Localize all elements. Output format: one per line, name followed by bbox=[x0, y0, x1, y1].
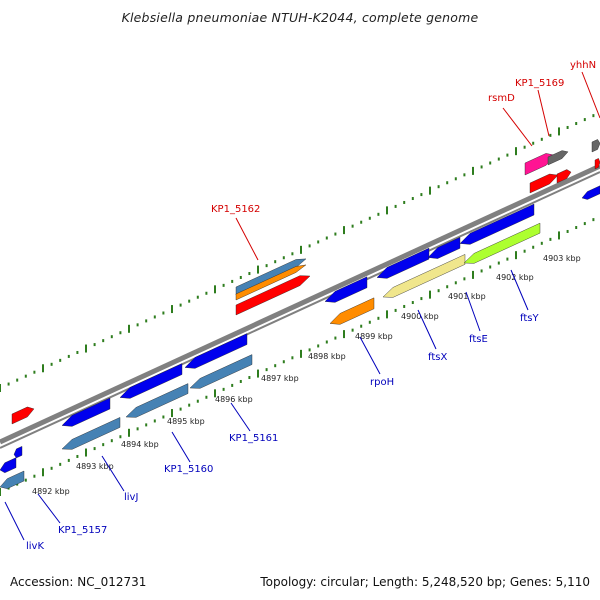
feature-blue bbox=[427, 237, 461, 259]
feature-blue bbox=[184, 333, 248, 369]
feature-livj-steel bbox=[61, 417, 121, 450]
feature-steel bbox=[0, 470, 25, 489]
gene-leader-line bbox=[171, 431, 191, 463]
feature-blue bbox=[119, 363, 183, 399]
gene-label: KP1_5162 bbox=[211, 204, 260, 215]
feature-gray bbox=[591, 139, 600, 153]
kbp-labels: 4892 kbp 4893 kbp 4894 kbp 4895 kbp 4896 kbp… bbox=[32, 254, 581, 496]
gene-leader-line bbox=[465, 291, 481, 332]
feature-red bbox=[556, 169, 572, 184]
feature-blue bbox=[459, 203, 535, 245]
gene-label: KP1_5161 bbox=[229, 433, 278, 444]
accession-text: Accession: NC_012731 bbox=[10, 575, 147, 589]
kbp-label: 4902 kbp bbox=[496, 273, 534, 282]
feature-blue bbox=[324, 276, 368, 303]
lower-tick-row bbox=[0, 218, 595, 496]
gene-leader-line bbox=[235, 217, 259, 261]
kbp-label: 4892 kbp bbox=[32, 487, 70, 496]
feature-kp1-5160-steel bbox=[125, 383, 189, 418]
gene-leader-line bbox=[510, 269, 529, 311]
kbp-label: 4895 kbp bbox=[167, 417, 205, 426]
feature-red bbox=[594, 158, 600, 170]
feature-blue bbox=[13, 446, 23, 459]
gene-label: KP1_5160 bbox=[164, 464, 213, 475]
gene-leader-line bbox=[581, 71, 600, 119]
kbp-label: 4897 kbp bbox=[261, 374, 299, 383]
feature-kp1-5161-steel bbox=[189, 354, 253, 389]
gene-features bbox=[0, 139, 600, 489]
gene-leader-line bbox=[359, 336, 381, 375]
gene-label: rsmD bbox=[488, 93, 515, 104]
gene-label: yhhN bbox=[570, 60, 596, 71]
kbp-label: 4898 kbp bbox=[308, 352, 346, 361]
kbp-label: 4901 kbp bbox=[448, 292, 486, 301]
tick-rows bbox=[0, 114, 595, 496]
map-title: Klebsiella pneumoniae NTUH-K2044, comple… bbox=[121, 10, 479, 25]
gene-leader-line bbox=[502, 107, 533, 147]
feature-blue bbox=[0, 457, 17, 474]
feature-blue bbox=[581, 185, 600, 200]
gene-label: KP1_5157 bbox=[58, 525, 107, 536]
kbp-label: 4894 kbp bbox=[121, 440, 159, 449]
gene-label: livK bbox=[26, 541, 44, 552]
gene-label: livJ bbox=[124, 492, 138, 503]
gene-leader-line bbox=[4, 501, 25, 541]
feature-ftsx-khaki bbox=[382, 254, 466, 298]
gene-leader-line bbox=[37, 493, 61, 524]
feature-red bbox=[529, 173, 559, 194]
backbone-line bbox=[0, 163, 600, 445]
kbp-label: 4893 kbp bbox=[76, 462, 114, 471]
gene-label: KP1_5169 bbox=[515, 78, 564, 89]
feature-rpoh-orange bbox=[329, 297, 375, 325]
kbp-label: 4899 kbp bbox=[355, 332, 393, 341]
gene-leader-line bbox=[230, 402, 251, 432]
feature-kp1-5162-orange bbox=[235, 264, 307, 301]
gene-leader-line bbox=[537, 89, 550, 137]
gene-label: ftsY bbox=[520, 313, 539, 324]
gene-leader-line bbox=[417, 309, 437, 350]
kbp-label: 4903 kbp bbox=[543, 254, 581, 263]
gene-label: rpoH bbox=[370, 377, 394, 388]
feature-kp1-5162-red bbox=[235, 275, 311, 316]
kbp-label: 4896 kbp bbox=[215, 395, 253, 404]
topology-summary: Topology: circular; Length: 5,248,520 bp… bbox=[260, 575, 590, 589]
upper-tick-row bbox=[0, 114, 595, 392]
feature-ftse-lime bbox=[463, 222, 541, 264]
gene-label: ftsE bbox=[469, 334, 488, 345]
feature-red bbox=[11, 406, 35, 425]
genome-backbone bbox=[0, 163, 600, 449]
backbone-line bbox=[0, 171, 600, 449]
feature-blue bbox=[376, 247, 430, 279]
gene-leader-line bbox=[101, 455, 125, 492]
kbp-label: 4900 kbp bbox=[401, 312, 439, 321]
gene-label: ftsX bbox=[428, 352, 447, 363]
feature-blue bbox=[61, 397, 111, 427]
feature-kp1-5169-gray bbox=[547, 150, 569, 166]
